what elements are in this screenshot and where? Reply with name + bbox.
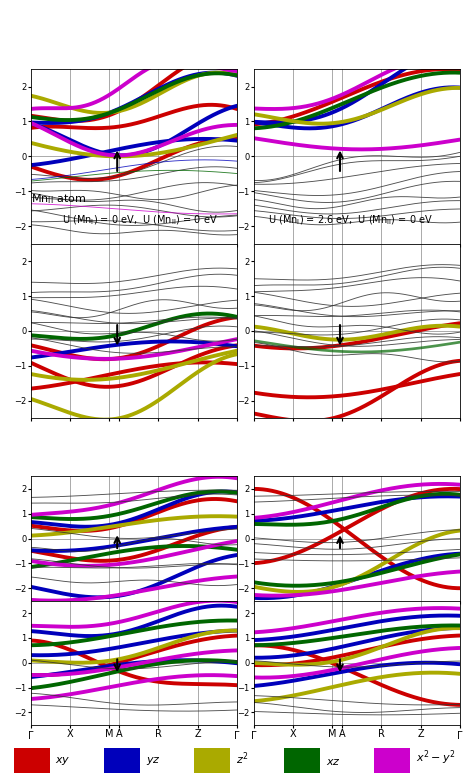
Text: U (Mn$_{\rm I}$) = 2.6 eV,  U (Mn$_{\rm II}$) = 0 eV: U (Mn$_{\rm I}$) = 2.6 eV, U (Mn$_{\rm I… <box>268 213 433 227</box>
Text: $xy$: $xy$ <box>55 755 71 767</box>
Text: $x^2-y^2$: $x^2-y^2$ <box>416 748 455 767</box>
Text: $z^2$: $z^2$ <box>236 750 248 767</box>
Text: $yz$: $yz$ <box>146 755 160 767</box>
Text: U (Mn$_{\rm I}$) = 0 eV,  U (Mn$_{\rm II}$) = 0 eV: U (Mn$_{\rm I}$) = 0 eV, U (Mn$_{\rm II}… <box>62 213 217 227</box>
Text: Mn$_{\rm II}$ atom: Mn$_{\rm II}$ atom <box>31 192 86 206</box>
Text: $xz$: $xz$ <box>326 757 340 767</box>
